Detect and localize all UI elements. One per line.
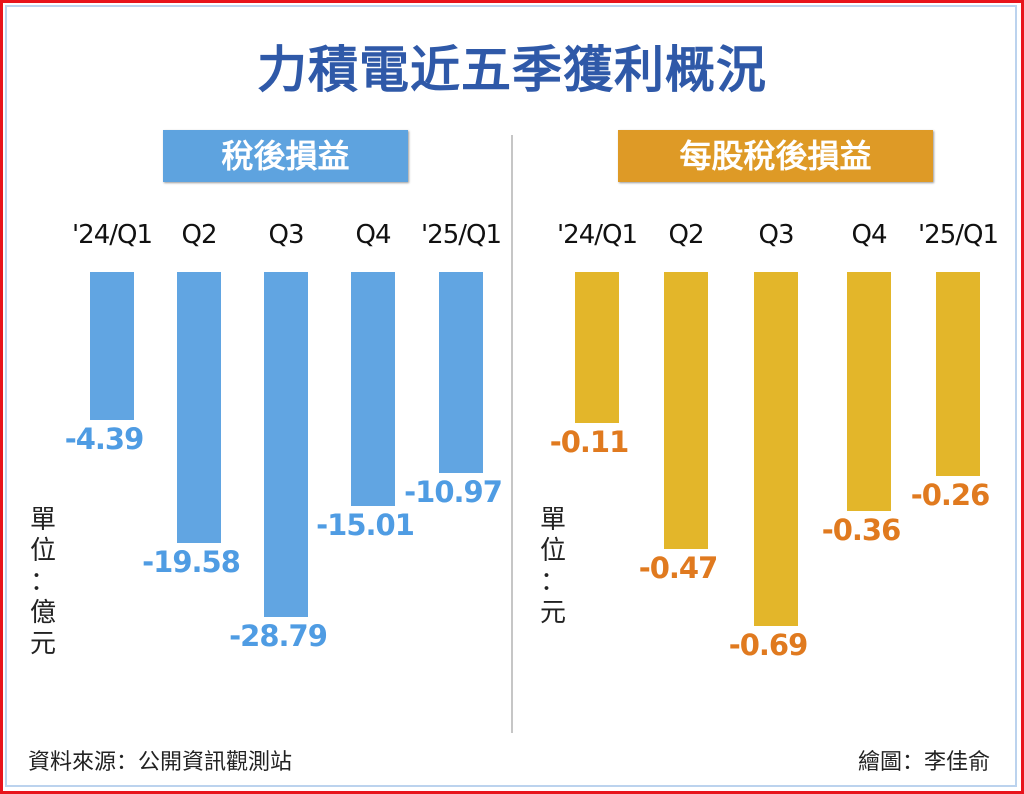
category-label: Q2 (668, 220, 704, 250)
category-label: Q4 (355, 220, 391, 250)
unit-char: 位 (29, 536, 56, 566)
bar (177, 272, 221, 543)
category-label: '25/Q1 (918, 220, 999, 250)
data-label: -10.97 (404, 475, 503, 510)
unit-char: 單 (539, 505, 566, 535)
panel-divider (511, 135, 513, 733)
unit-char: ： (539, 567, 566, 597)
bar (936, 272, 980, 476)
data-label: -0.47 (638, 551, 719, 585)
category-label: Q2 (181, 220, 217, 250)
bar (90, 272, 134, 421)
unit-char: 元 (539, 598, 566, 628)
unit-char: 位 (539, 536, 566, 566)
panel-title-net-income: 稅後損益 (163, 130, 408, 182)
bar (264, 272, 308, 617)
data-label: -0.11 (549, 425, 630, 459)
unit-char: ： (29, 567, 56, 597)
category-label: '25/Q1 (421, 220, 502, 250)
data-label: -0.36 (821, 512, 902, 547)
unit-char: 元 (29, 629, 56, 659)
data-source: 資料來源：公開資訊觀測站 (28, 750, 293, 775)
bar (664, 272, 708, 549)
unit-char: 單 (29, 505, 56, 535)
category-label: Q3 (758, 220, 794, 250)
panel-title-eps: 每股稅後損益 (618, 130, 933, 182)
data-label: -0.26 (910, 477, 991, 512)
category-label: '24/Q1 (72, 220, 153, 250)
data-label: -0.69 (728, 628, 809, 662)
unit-label-eps: 單位：元 (538, 505, 568, 629)
data-label: -4.39 (64, 422, 145, 457)
category-label: '24/Q1 (557, 220, 638, 250)
graphic-credit: 繪圖：李佳俞 (857, 750, 990, 775)
bar (847, 272, 891, 511)
bar (754, 272, 798, 626)
data-label: -19.58 (142, 544, 241, 579)
inner-frame (5, 5, 1017, 787)
bar (575, 272, 619, 423)
bar (351, 272, 395, 506)
bar (439, 272, 483, 474)
category-label: Q4 (851, 220, 887, 250)
chart-title: 力積電近五季獲利概況 (257, 41, 767, 99)
category-label: Q3 (268, 220, 304, 250)
unit-label-net-income: 單位：億元 (28, 505, 58, 660)
data-label: -15.01 (316, 507, 415, 542)
unit-char: 億 (29, 598, 56, 628)
data-label: -28.79 (229, 618, 328, 653)
